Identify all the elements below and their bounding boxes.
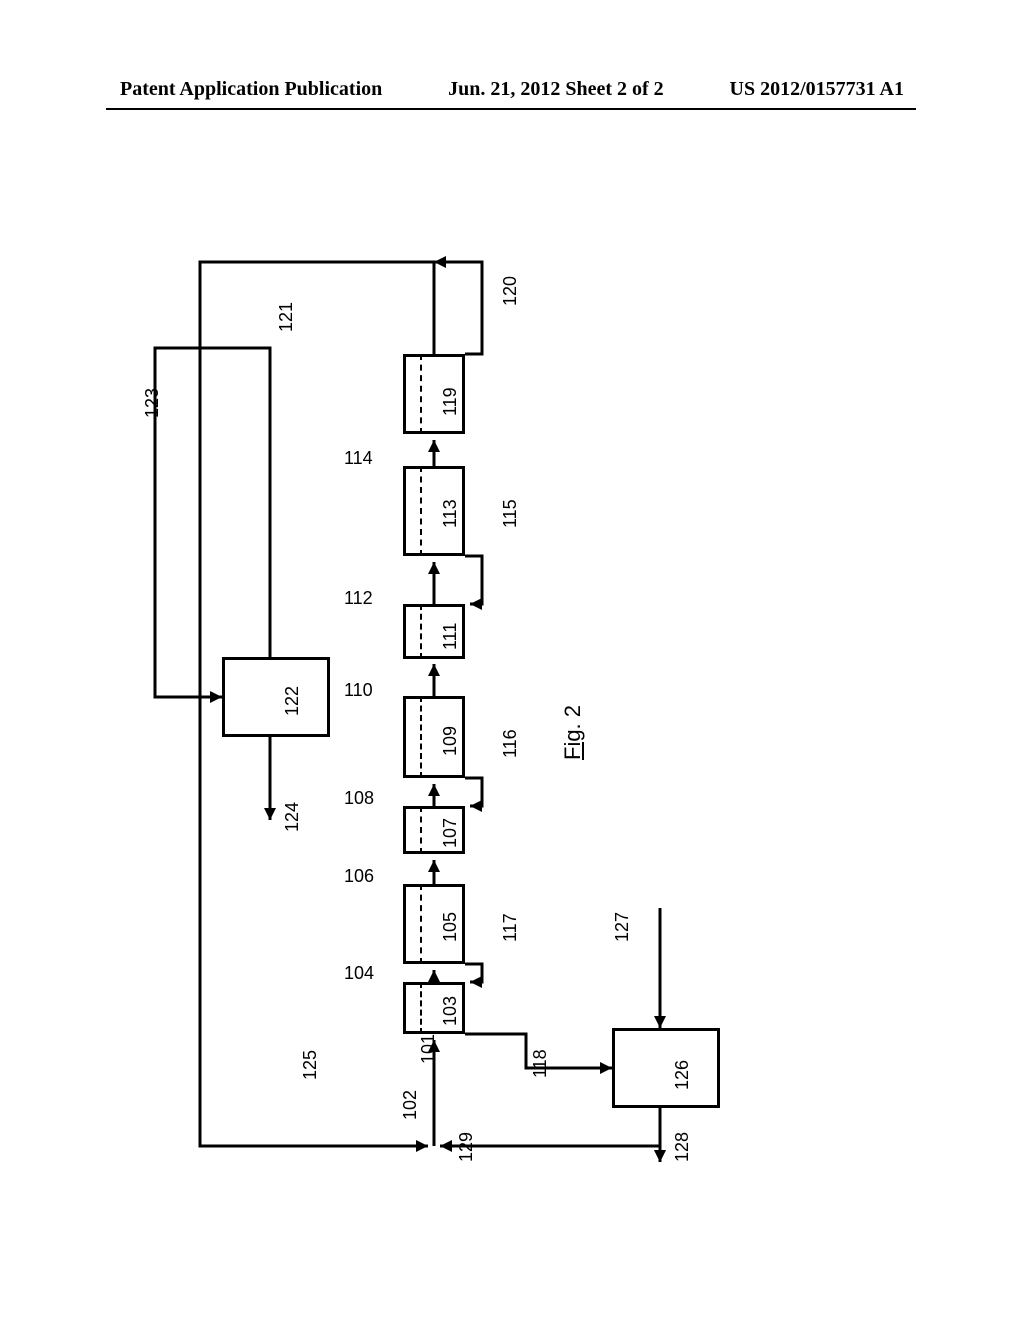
label-129: 129 [456,1132,477,1162]
box-122 [222,657,330,737]
figure-label: Fig. 2 [560,705,586,760]
dash-109 [420,696,422,778]
label-127: 127 [612,912,633,942]
fig-prefix: Fig [560,729,585,760]
dash-113 [420,466,422,556]
label-113: 113 [440,499,461,528]
dash-107 [420,806,422,854]
label-103: 103 [440,996,461,1026]
label-111: 111 [440,623,461,650]
label-118: 118 [530,1049,551,1078]
fig-num: . 2 [560,705,585,729]
label-112: 112 [344,588,373,609]
label-114: 114 [344,448,373,469]
label-109: 109 [440,726,461,756]
label-115: 115 [500,499,521,528]
dash-103 [420,982,422,1034]
label-117: 117 [500,913,521,942]
label-120: 120 [500,276,521,306]
box-126 [612,1028,720,1108]
label-122: 122 [282,686,303,716]
label-106: 106 [344,866,374,887]
label-107: 107 [440,818,461,848]
dash-105 [420,884,422,964]
label-110: 110 [344,680,373,701]
label-101: 101 [418,1034,439,1064]
label-123: 123 [142,388,163,418]
dash-119 [420,354,422,434]
label-104: 104 [344,963,374,984]
label-119: 119 [440,387,461,416]
label-116: 116 [500,729,521,758]
flow-diagram: 101 102 103 104 105 106 107 108 109 110 111 112 113 1… [0,0,1024,1320]
label-105: 105 [440,912,461,942]
label-124: 124 [282,802,303,832]
label-126: 126 [672,1060,693,1090]
label-128: 128 [672,1132,693,1162]
label-108: 108 [344,788,374,809]
arrow-layer [0,0,1024,1320]
label-121: 121 [276,302,297,332]
label-125: 125 [300,1050,321,1080]
dash-111 [420,604,422,659]
label-102: 102 [400,1090,421,1120]
page: Patent Application Publication Jun. 21, … [0,0,1024,1320]
